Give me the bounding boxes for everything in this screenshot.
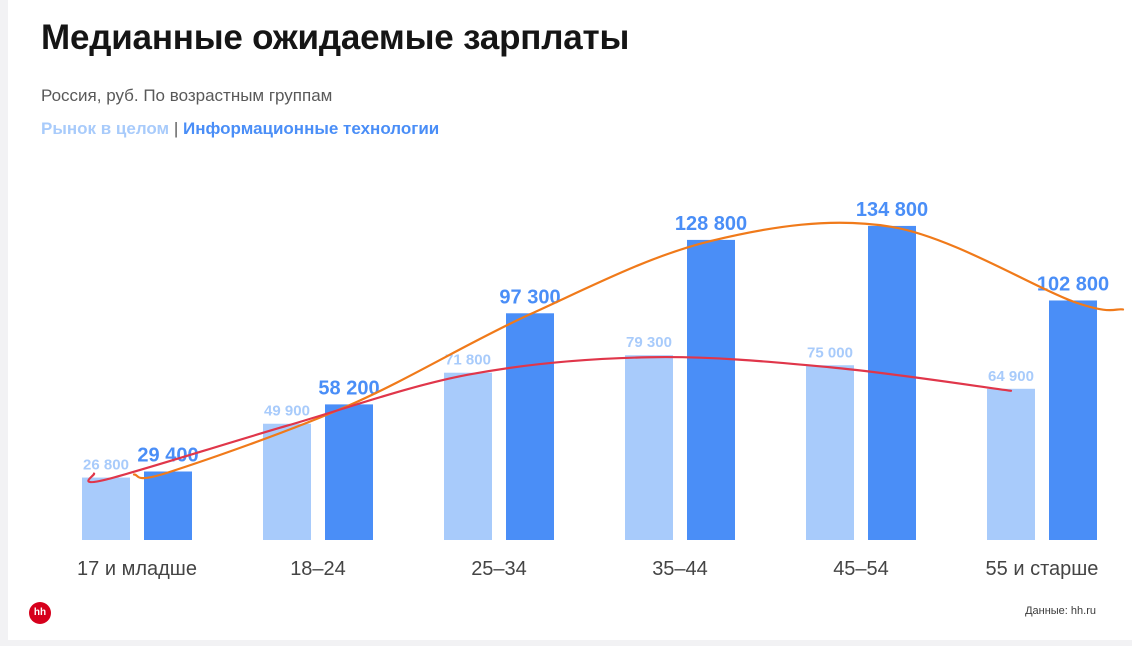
x-tick-label: 35–44 [652, 558, 708, 580]
data-label-it: 97 300 [499, 286, 560, 308]
data-label-it: 102 800 [1037, 273, 1109, 295]
bar-market [625, 355, 673, 540]
data-label-market: 79 300 [626, 334, 672, 351]
bar-market [987, 388, 1035, 540]
data-source: Данные: hh.ru [1025, 605, 1096, 617]
trend-line-it [132, 221, 1125, 480]
legend-market: Рынок в целом [41, 119, 170, 138]
bar-it [868, 225, 916, 540]
x-tick-label: 55 и старше [986, 558, 1099, 580]
bar-it [144, 471, 192, 540]
data-label-it: 134 800 [856, 199, 928, 221]
data-label-market: 75 000 [807, 344, 853, 361]
bar-it [325, 404, 373, 540]
chart-title: Медианные ожидаемые зарплаты [41, 18, 630, 57]
x-tick-label: 45–54 [833, 558, 889, 580]
data-label-market: 71 800 [445, 352, 491, 369]
bar-market [806, 365, 854, 540]
chart-card: Медианные ожидаемые зарплаты Россия, руб… [8, 0, 1132, 640]
bar-it [687, 239, 735, 540]
x-tick-label: 17 и младше [77, 558, 197, 580]
data-label-it: 29 400 [137, 444, 198, 466]
hh-logo-icon: hh [29, 602, 51, 624]
data-label-market: 64 900 [988, 368, 1034, 385]
chart-subtitle: Россия, руб. По возрастным группам [41, 86, 333, 105]
bar-market [444, 372, 492, 540]
legend-separator: | [173, 119, 179, 138]
trend-line-market [87, 355, 1013, 484]
bar-market [82, 477, 130, 540]
data-label-market: 26 800 [83, 457, 129, 474]
bar-market [263, 423, 311, 540]
data-label-it: 58 200 [318, 377, 379, 399]
bar-it [506, 313, 554, 540]
data-label-it: 128 800 [675, 213, 747, 235]
legend: Рынок в целом | Информационные технологи… [41, 119, 439, 139]
x-tick-label: 18–24 [290, 558, 346, 580]
bar-it [1049, 300, 1097, 540]
data-label-market: 49 900 [264, 403, 310, 420]
legend-it: Информационные технологии [183, 119, 440, 138]
x-tick-label: 25–34 [471, 558, 527, 580]
